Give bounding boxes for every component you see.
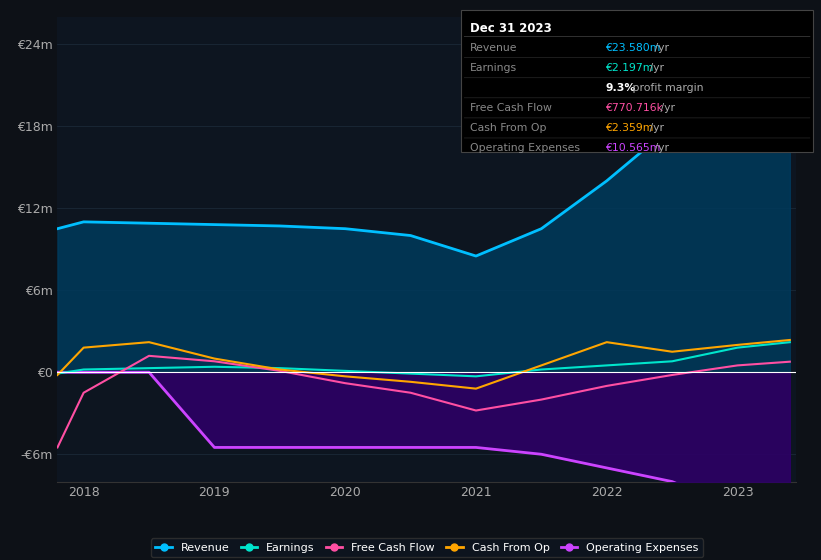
Text: /yr: /yr — [646, 123, 664, 133]
Text: Cash From Op: Cash From Op — [470, 123, 546, 133]
Text: /yr: /yr — [646, 63, 664, 73]
Text: €23.580m: €23.580m — [605, 43, 660, 53]
Text: €10.565m: €10.565m — [605, 143, 660, 153]
Text: 9.3%: 9.3% — [605, 83, 635, 93]
Text: /yr: /yr — [657, 103, 675, 113]
Text: €2.197m: €2.197m — [605, 63, 654, 73]
Text: Free Cash Flow: Free Cash Flow — [470, 103, 552, 113]
Text: profit margin: profit margin — [629, 83, 704, 93]
Text: Earnings: Earnings — [470, 63, 516, 73]
Text: /yr: /yr — [651, 143, 669, 153]
Text: Dec 31 2023: Dec 31 2023 — [470, 22, 552, 35]
Text: €770.716k: €770.716k — [605, 103, 663, 113]
Text: €2.359m: €2.359m — [605, 123, 654, 133]
Legend: Revenue, Earnings, Free Cash Flow, Cash From Op, Operating Expenses: Revenue, Earnings, Free Cash Flow, Cash … — [151, 539, 703, 557]
Text: /yr: /yr — [651, 43, 669, 53]
Text: Revenue: Revenue — [470, 43, 517, 53]
Text: Operating Expenses: Operating Expenses — [470, 143, 580, 153]
